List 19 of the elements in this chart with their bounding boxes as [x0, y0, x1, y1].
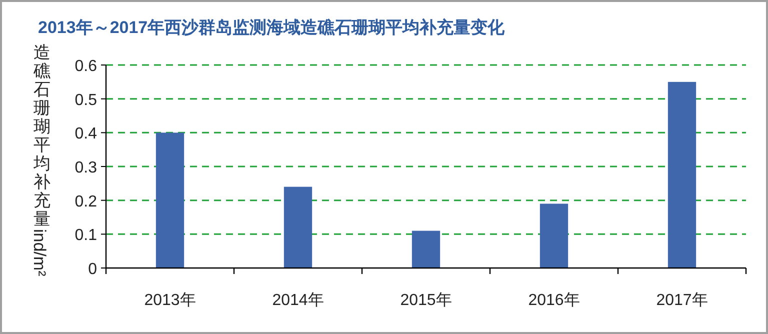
y-tick-label: 0.3 [74, 160, 98, 176]
y-tick-label: 0.4 [74, 126, 98, 143]
x-tick-label: 2017年 [656, 292, 708, 309]
bar [156, 132, 184, 268]
bar [412, 230, 440, 268]
y-tick-label: 0.1 [74, 227, 98, 244]
y-tick-label: 0 [88, 261, 98, 278]
x-tick-label: 2016年 [528, 292, 580, 309]
x-tick-label: 2014年 [272, 292, 324, 309]
chart-title: 2013年～2017年西沙群岛监测海域造礁石珊瑚平均补充量变化 [38, 18, 506, 37]
x-tick-label: 2015年 [400, 292, 452, 309]
bar [284, 186, 312, 268]
y-tick-label: 0.6 [74, 58, 98, 75]
y-tick-label: 0.5 [74, 92, 98, 109]
x-tick-label: 2013年 [144, 292, 196, 309]
bar [668, 82, 696, 268]
y-tick-label: 0.2 [74, 193, 98, 210]
y-axis-title: 造礁石珊瑚平均补充量ind/m² [30, 43, 50, 276]
bar [540, 204, 568, 268]
